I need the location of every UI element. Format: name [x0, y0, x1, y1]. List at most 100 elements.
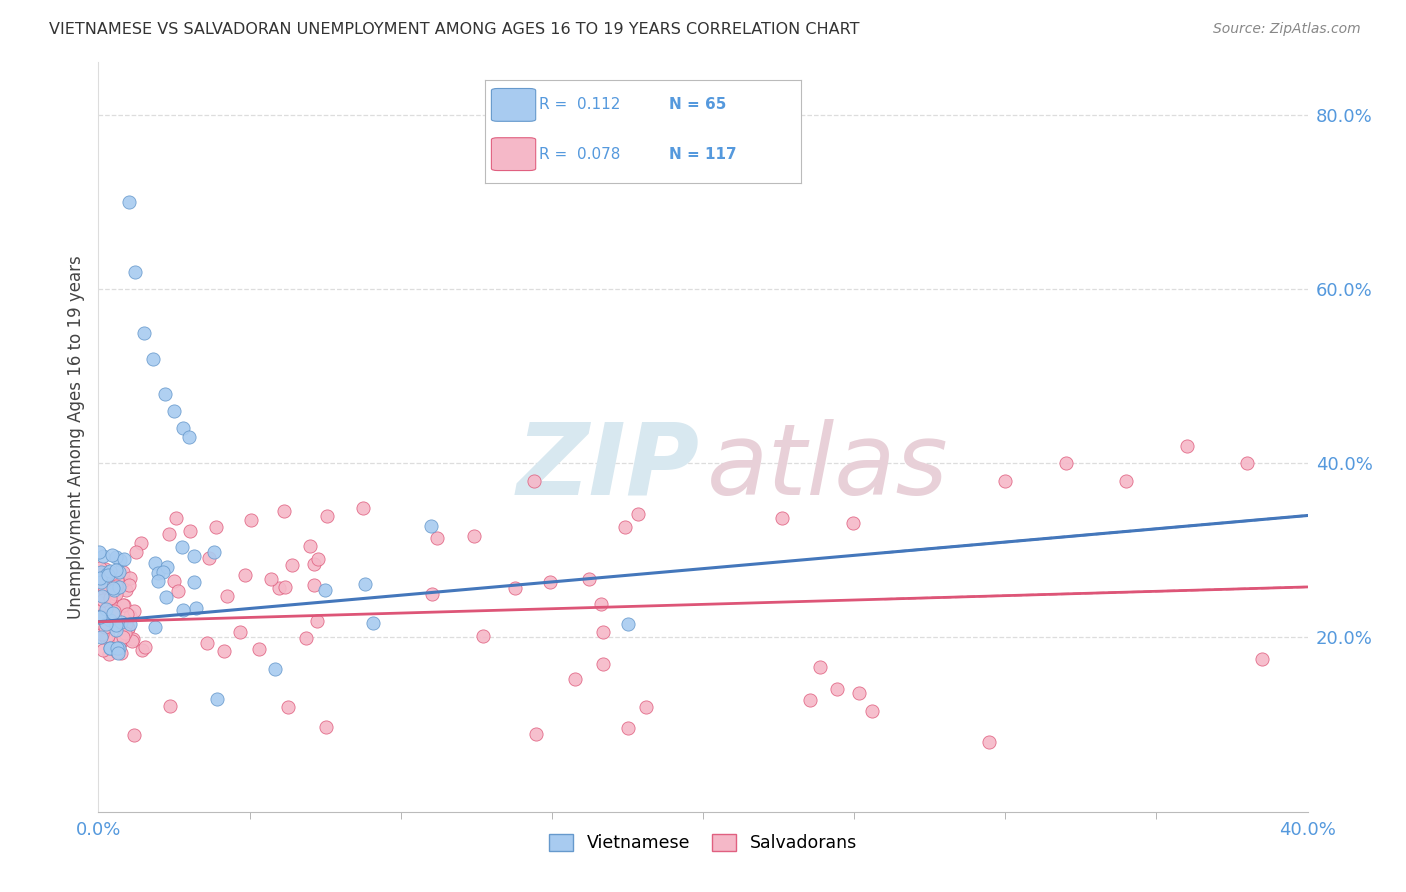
Point	[280, 558, 302, 573]
Point	[298, 539, 321, 553]
Point	[120, 571, 142, 585]
Point	[90, 574, 112, 589]
Point	[103, 604, 125, 618]
Point	[91, 627, 114, 641]
Point	[104, 550, 127, 565]
Point	[98, 613, 121, 627]
Point	[1251, 652, 1274, 666]
Point	[143, 556, 166, 570]
Point	[110, 615, 132, 629]
Point	[129, 536, 152, 550]
Point	[142, 351, 165, 366]
Point	[239, 513, 262, 527]
Y-axis label: Unemployment Among Ages 16 to 19 years: Unemployment Among Ages 16 to 19 years	[66, 255, 84, 619]
Point	[302, 557, 325, 571]
Point	[114, 626, 136, 640]
Point	[101, 606, 124, 620]
Point	[98, 648, 121, 662]
Point	[524, 727, 547, 741]
Point	[155, 590, 177, 604]
Point	[105, 641, 128, 656]
Point	[90, 566, 112, 581]
Point	[90, 630, 112, 644]
Point	[159, 699, 181, 714]
Point	[87, 610, 110, 624]
Point	[117, 621, 139, 635]
Point	[770, 510, 793, 524]
Point	[307, 614, 329, 628]
Point	[463, 529, 485, 543]
Text: N = 65: N = 65	[668, 97, 725, 112]
Point	[105, 645, 128, 659]
Point	[108, 553, 131, 567]
Point	[94, 620, 117, 634]
Point	[98, 564, 121, 578]
Point	[131, 642, 153, 657]
Legend: Vietnamese, Salvadorans: Vietnamese, Salvadorans	[543, 827, 863, 859]
Point	[94, 583, 117, 598]
Point	[207, 692, 229, 706]
Point	[89, 610, 111, 624]
Point	[352, 501, 374, 516]
Point	[269, 581, 291, 595]
Point	[94, 602, 117, 616]
Point	[179, 524, 201, 538]
Point	[307, 551, 329, 566]
Point	[110, 646, 132, 660]
Point	[977, 734, 1000, 748]
Point	[277, 699, 299, 714]
Point	[118, 609, 141, 624]
Point	[184, 601, 207, 615]
Point	[122, 728, 145, 742]
Point	[97, 629, 120, 643]
Point	[125, 545, 148, 559]
Point	[146, 566, 169, 580]
Point	[115, 616, 138, 631]
Point	[108, 580, 131, 594]
Point	[104, 587, 127, 601]
Point	[112, 565, 135, 579]
Point	[94, 616, 117, 631]
Point	[146, 574, 169, 588]
Point	[198, 551, 221, 566]
Point	[212, 644, 235, 658]
Point	[105, 617, 128, 632]
Point	[132, 326, 155, 340]
Point	[108, 640, 131, 655]
Text: ZIP: ZIP	[516, 418, 699, 516]
Point	[114, 629, 136, 643]
Point	[205, 520, 228, 534]
Point	[87, 568, 110, 582]
Point	[117, 607, 139, 621]
FancyBboxPatch shape	[492, 137, 536, 170]
Point	[523, 474, 546, 488]
Point	[420, 519, 443, 533]
Point	[112, 573, 135, 587]
FancyBboxPatch shape	[492, 88, 536, 121]
Point	[592, 657, 614, 671]
Point	[204, 545, 226, 559]
Point	[152, 565, 174, 579]
Point	[157, 527, 180, 541]
Point	[91, 592, 114, 607]
Point	[94, 631, 117, 645]
Text: R =  0.112: R = 0.112	[538, 97, 620, 112]
Point	[118, 194, 141, 209]
Point	[591, 597, 613, 611]
Point	[98, 641, 121, 656]
Point	[217, 589, 239, 603]
Point	[235, 568, 257, 582]
Point	[89, 571, 111, 585]
Point	[592, 625, 614, 640]
Point	[264, 662, 287, 676]
Point	[108, 565, 131, 579]
Point	[112, 633, 135, 648]
Point	[538, 574, 561, 589]
Point	[101, 548, 124, 562]
Point	[101, 581, 124, 595]
Point	[167, 584, 190, 599]
Point	[104, 563, 127, 577]
Point	[626, 507, 648, 521]
Point	[93, 562, 115, 576]
Point	[104, 580, 127, 594]
